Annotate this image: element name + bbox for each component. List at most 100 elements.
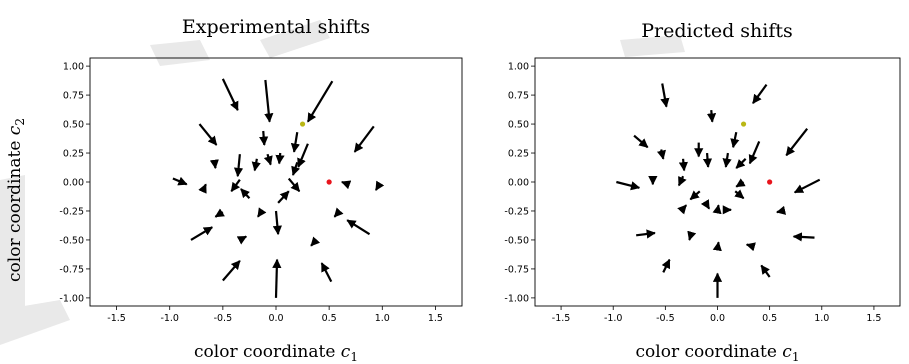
shift-arrow (636, 229, 656, 239)
shift-arrow (275, 152, 285, 165)
y-axis-label-sub: 2 (13, 118, 27, 126)
y-tick-label: -0.25 (59, 206, 84, 217)
shift-arrow (310, 236, 321, 247)
shift-arrow (785, 128, 809, 157)
shift-arrow (700, 199, 711, 210)
y-tick-label: 1.00 (508, 62, 529, 73)
shift-arrow (306, 80, 334, 123)
y-axis-label: color coordinate c2 (5, 118, 27, 282)
shift-arrow (687, 230, 697, 241)
shift-arrow (233, 154, 244, 178)
shift-arrow (190, 226, 214, 241)
shift-arrow (341, 180, 352, 190)
x-tick-label: 1.0 (375, 313, 390, 324)
shift-arrow (222, 260, 241, 282)
shift-arrow (706, 110, 717, 123)
shift-arrow (616, 180, 641, 191)
red-point (767, 179, 773, 185)
shift-arrow (259, 130, 269, 146)
shift-arrow (793, 178, 821, 194)
shift-arrow (689, 190, 701, 201)
x-tick-label: 1.5 (866, 313, 881, 324)
shift-arrow (240, 188, 251, 199)
shift-arrow (320, 262, 333, 283)
y-tick-label: 0.75 (63, 90, 84, 101)
y-tick-label: 0.00 (508, 177, 529, 188)
x-axis-label-main: color coordinate (636, 342, 783, 362)
shift-arrow (752, 84, 768, 104)
shift-arrow (633, 134, 649, 149)
shift-arrow (198, 183, 207, 194)
shift-arrow (730, 131, 740, 149)
shift-arrow (172, 176, 188, 186)
x-axis-label-main: color coordinate (194, 342, 341, 362)
shift-arrow (656, 149, 666, 160)
y-axis-label-var: c (5, 125, 25, 135)
x-tick-label: 0.5 (322, 313, 337, 324)
shift-arrow (221, 78, 239, 111)
x-axis-label: color coordinate c1 (636, 342, 800, 364)
shift-arrow (272, 210, 282, 236)
y-tick-label: -1.00 (59, 293, 84, 304)
chart-title: Experimental shifts (182, 16, 370, 38)
y-tick-label: 0.00 (63, 177, 84, 188)
shift-arrow (702, 152, 713, 168)
red-point (326, 179, 332, 185)
shift-arrow (748, 141, 761, 165)
y-tick-label: -0.75 (504, 264, 529, 275)
shift-arrow (776, 205, 787, 215)
y-tick-label: -0.50 (504, 235, 529, 246)
shift-arrow (297, 143, 309, 168)
shift-arrow (257, 207, 267, 218)
shift-arrow (660, 83, 670, 108)
watermark-shapes (0, 20, 685, 345)
shift-arrow (745, 242, 756, 252)
shift-arrow (290, 131, 300, 153)
shift-arrow (333, 207, 344, 218)
y-tick-label: -0.25 (504, 206, 529, 217)
shift-arrow (735, 178, 746, 188)
y-tick-label: 0.25 (63, 148, 84, 159)
y-tick-label: 0.75 (508, 90, 529, 101)
x-axis-label-var: c (341, 342, 351, 362)
x-axis-label-sub: 1 (792, 350, 800, 364)
x-axis-label-var: c (782, 342, 792, 362)
yellow-point (299, 121, 306, 127)
x-axis-label: color coordinate c1 (194, 342, 358, 364)
shift-arrow (209, 159, 219, 170)
shift-arrow (760, 264, 771, 278)
shift-arrow (722, 152, 732, 168)
x-tick-label: -0.5 (214, 313, 233, 324)
x-tick-label: -1.0 (160, 313, 179, 324)
shift-arrow (678, 158, 688, 172)
shift-arrow (712, 241, 722, 252)
shift-arrow (272, 258, 282, 298)
shift-arrow (291, 161, 301, 176)
shift-arrow (735, 158, 747, 169)
panel-predicted-shifts: Predicted shifts -1.5 -1.0 -0.5 0.0 0.5 1.0 1.5… (504, 20, 901, 364)
shift-arrow (236, 235, 248, 245)
x-axis-label-sub: 1 (350, 350, 358, 364)
y-tick-label: 0.50 (63, 119, 84, 130)
y-tick-label: 0.50 (508, 119, 529, 130)
x-tick-label: 0.0 (710, 313, 725, 324)
shift-arrow (734, 189, 745, 200)
x-tick-label: -1.0 (604, 313, 623, 324)
shift-arrow (346, 219, 371, 236)
shift-arrow (374, 180, 385, 191)
shift-arrow (277, 190, 290, 204)
x-tick-label: 1.5 (428, 313, 443, 324)
yellow-point (740, 121, 747, 127)
x-tick-label: 1.0 (814, 313, 829, 324)
shift-arrow (677, 204, 688, 215)
x-tick-label: 0.5 (762, 313, 777, 324)
y-tick-label: -0.50 (59, 235, 84, 246)
shift-arrow (251, 158, 261, 172)
panel-experimental-shifts: Experimental shifts -1.5 -1.0 -0.5 0.0 0.5 1.0… (59, 16, 463, 364)
shift-arrow (661, 258, 671, 273)
shift-arrow (712, 204, 722, 215)
x-tick-label: 0.0 (268, 313, 283, 324)
chart-title: Predicted shifts (641, 20, 793, 42)
x-tick-label: -0.5 (656, 313, 675, 324)
